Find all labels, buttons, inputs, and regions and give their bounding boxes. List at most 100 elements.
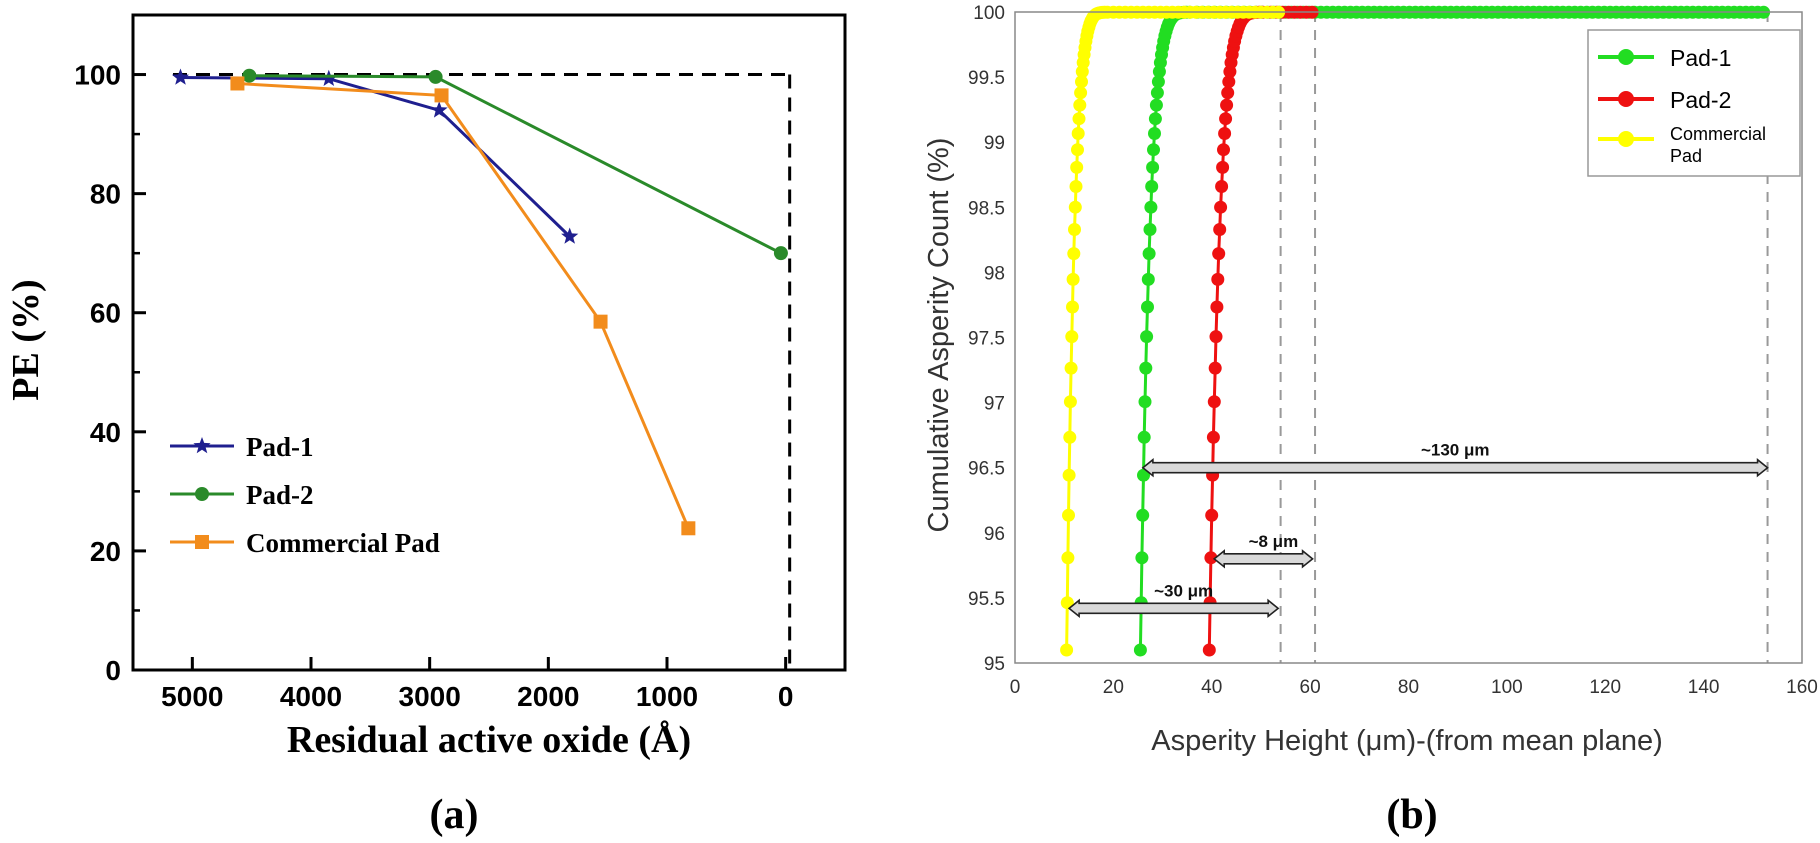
x-axis-title-b: Asperity Height (μm)-(from mean plane) [1151,725,1662,757]
data-point-pad-2 [1218,127,1232,140]
data-point-commercial-pad [1060,643,1074,657]
legend-marker-pad1-b [1618,49,1634,65]
y-tick-label-b: 99 [984,133,1005,154]
plot-frame-a [131,13,847,672]
data-point-commercial [681,521,696,536]
x-tick-label-b: 80 [1398,677,1419,698]
x-tick-label-b: 100 [1491,677,1523,698]
data-point-pad-1 [1147,143,1160,157]
data-point-pad1 [561,227,579,244]
data-point-pad-1 [1138,395,1152,409]
data-point-pad-2 [1219,112,1233,126]
y-tick-label-b: 97 [984,394,1005,415]
legend-marker-pad2-b [1618,91,1634,107]
data-point-commercial-pad [1066,272,1080,286]
data-point-commercial-pad [1075,75,1088,89]
data-point-commercial-pad [1063,430,1077,444]
data-point-pad-1 [1135,551,1149,565]
data-point-commercial [593,314,608,329]
data-point-pad-1 [1148,127,1161,140]
x-tick-label-a: 5000 [161,681,223,712]
data-point-pad-2 [1215,180,1229,193]
panel-a: 5000 4000 3000 2000 1000 0 0 20 40 60 80 100 Pad-1 … [5,13,847,838]
x-tick-label-b: 140 [1688,677,1720,698]
y-tick-label-b: 98.5 [968,198,1005,219]
axis-ticks-b: 95 95.5 96 96.5 97 97.5 98 98.5 99 99.5 100 0 20 40 60… [968,3,1818,698]
data-point-pad-2 [1208,361,1222,375]
data-point-pad-2 [1213,223,1227,236]
data-point-commercial-pad [1068,223,1081,236]
legend-label-pad2: Pad-2 [246,480,314,510]
axis-ticks-a: 5000 4000 3000 2000 1000 0 0 20 40 60 80 100 [74,60,793,712]
x-tick-label-b: 20 [1103,677,1124,698]
legend-label-commercial: Commercial Pad [246,528,440,558]
legend-a: Pad-1 Pad-2 Commercial Pad [170,432,440,558]
data-point-commercial-pad [1065,330,1079,344]
data-point-pad-1 [1133,643,1147,657]
data-point-commercial-pad [1070,160,1084,174]
data-point-pad-1 [1141,272,1155,286]
y-axis-title-a: PE (%) [5,279,47,400]
data-point-pad-1 [1143,223,1157,236]
y-tick-label-a: 80 [90,179,121,210]
data-point-pad1 [171,68,189,85]
data-point-commercial-pad [1063,395,1077,409]
y-tick-label-a: 100 [74,60,121,91]
data-point-pad2 [428,69,443,84]
y-tick-label-b: 96 [984,524,1005,545]
data-point-pad-2 [1205,508,1219,522]
legend-label-line: Commercial [1670,124,1766,144]
data-point-pad2 [242,68,257,83]
data-point-commercial-pad [1068,200,1082,214]
x-tick-label-b: 0 [1010,677,1021,698]
data-point-pad-2 [1221,86,1235,100]
y-tick-label-b: 95 [984,654,1005,675]
data-point-pad-1 [1137,430,1151,444]
plot-frame-b [1014,11,1803,664]
y-tick-label-a: 0 [105,655,121,686]
series-line-pad-2 [249,74,782,255]
annotation-label: ~30 μm [1154,581,1213,600]
data-point-commercial-pad [1062,468,1076,482]
y-tick-label-b: 98 [984,263,1005,284]
data-point-pad-2 [1217,143,1230,157]
data-point-pad-2 [1220,98,1234,112]
x-tick-label-b: 60 [1300,677,1321,698]
annotations-b: ~130 μm ~8 μm ~30 μm [1067,441,1769,618]
data-point-pad-2 [1212,247,1226,261]
legend-marker-commercial [195,535,209,549]
x-tick-label-a: 0 [778,681,794,712]
legend-b: Pad-1 Pad-2 Commercial Pad [1587,29,1801,177]
y-tick-label-b: 100 [973,3,1005,24]
data-point-pad-2 [1222,75,1236,89]
data-point-pad-2 [1207,395,1221,409]
annotation-label: ~8 μm [1249,532,1299,551]
data-point-pad-1 [1150,86,1164,100]
data-point-pad-2 [1214,200,1228,214]
data-point-pad-2 [1204,551,1218,565]
data-point-pad-1 [1151,75,1165,89]
data-point-pad-2 [1216,160,1230,174]
data-point-pad-1 [1144,200,1158,214]
data-point-commercial-pad [1060,596,1074,610]
legend-label-pad1: Pad-1 [246,432,314,462]
data-point-commercial [230,76,245,91]
data-point-pad-1 [1141,300,1154,314]
y-tick-label-a: 20 [90,536,121,567]
data-point-commercial-pad [1069,180,1083,193]
x-tick-label-b: 40 [1201,677,1222,698]
x-axis-title-a: Residual active oxide (Å) [287,719,691,761]
x-tick-label-a: 4000 [280,681,342,712]
series-line-pad-1 [180,76,571,238]
annotation-label: ~130 μm [1421,441,1490,460]
x-tick-label-a: 2000 [517,681,579,712]
double-arrow [1067,598,1280,618]
data-point-commercial-pad [1074,86,1088,100]
data-point-pad-1 [1142,247,1156,261]
data-point-commercial-pad [1067,247,1081,261]
data-point-pad1 [430,101,448,118]
x-tick-label-b: 120 [1589,677,1621,698]
series-line-commercial-pad [237,82,690,529]
data-point-commercial-pad [1066,300,1079,314]
